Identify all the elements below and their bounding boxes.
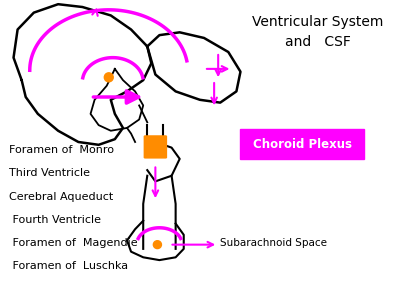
FancyBboxPatch shape bbox=[240, 129, 364, 159]
Text: Third Ventricle: Third Ventricle bbox=[9, 168, 91, 179]
Text: Foramen of  Magendie: Foramen of Magendie bbox=[9, 238, 138, 248]
Text: Foramen of  Monro: Foramen of Monro bbox=[9, 145, 115, 155]
FancyBboxPatch shape bbox=[144, 135, 167, 158]
Ellipse shape bbox=[153, 241, 162, 248]
Text: Ventricular System
and   CSF: Ventricular System and CSF bbox=[252, 15, 383, 49]
Text: Choroid Plexus: Choroid Plexus bbox=[253, 138, 352, 151]
Text: Cerebral Aqueduct: Cerebral Aqueduct bbox=[9, 191, 114, 202]
Text: Foramen of  Luschka: Foramen of Luschka bbox=[9, 261, 129, 271]
Text: Subarachnoid Space: Subarachnoid Space bbox=[220, 238, 327, 248]
Ellipse shape bbox=[104, 73, 113, 82]
Text: Fourth Ventricle: Fourth Ventricle bbox=[9, 215, 102, 225]
